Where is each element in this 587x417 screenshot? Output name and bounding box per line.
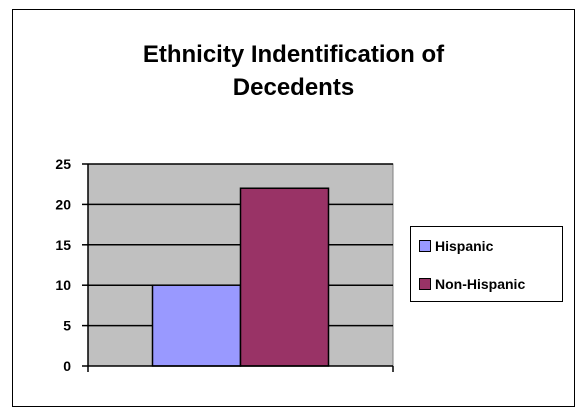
y-tick-label-10: 10	[55, 277, 71, 293]
legend: Hispanic Non-Hispanic	[410, 226, 563, 302]
y-tick-label-20: 20	[55, 196, 71, 212]
y-tick-label-25: 25	[55, 156, 71, 172]
y-tick-label-0: 0	[63, 358, 71, 374]
chart-title: Ethnicity Indentification of Decedents	[142, 41, 445, 101]
legend-label-hispanic: Hispanic	[435, 238, 494, 254]
legend-item-hispanic: Hispanic	[419, 237, 493, 255]
y-tick-label-15: 15	[55, 237, 71, 253]
y-tick-label-5: 5	[63, 318, 71, 334]
bar-hispanic	[151, 284, 242, 367]
bar-non-hispanic	[239, 187, 330, 367]
legend-swatch-hispanic	[419, 240, 431, 252]
legend-label-non-hispanic: Non-Hispanic	[435, 276, 526, 292]
legend-item-non-hispanic: Non-Hispanic	[419, 275, 525, 293]
legend-swatch-non-hispanic	[419, 278, 431, 290]
